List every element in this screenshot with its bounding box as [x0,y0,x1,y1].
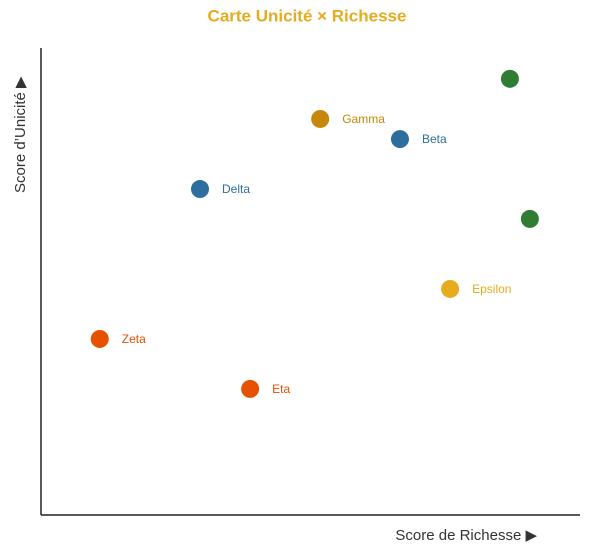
chart-title: Carte Unicité × Richesse [208,6,407,25]
point [441,279,460,298]
point [90,329,109,348]
x-axis-label: Score de Richesse ▶ [395,527,537,544]
point [500,69,519,88]
point-label: Gamma [342,112,385,126]
point-label: Zeta [122,332,146,346]
point [191,180,210,199]
point [241,379,260,398]
point-label: Epsilon [472,282,511,296]
point [520,209,539,228]
point-label: Beta [422,132,447,146]
point [311,109,330,128]
y-axis-label: Score d’Unicité ▶ [12,76,29,193]
point-label: Eta [272,382,290,396]
point [390,130,409,149]
point-label: Delta [222,182,250,196]
